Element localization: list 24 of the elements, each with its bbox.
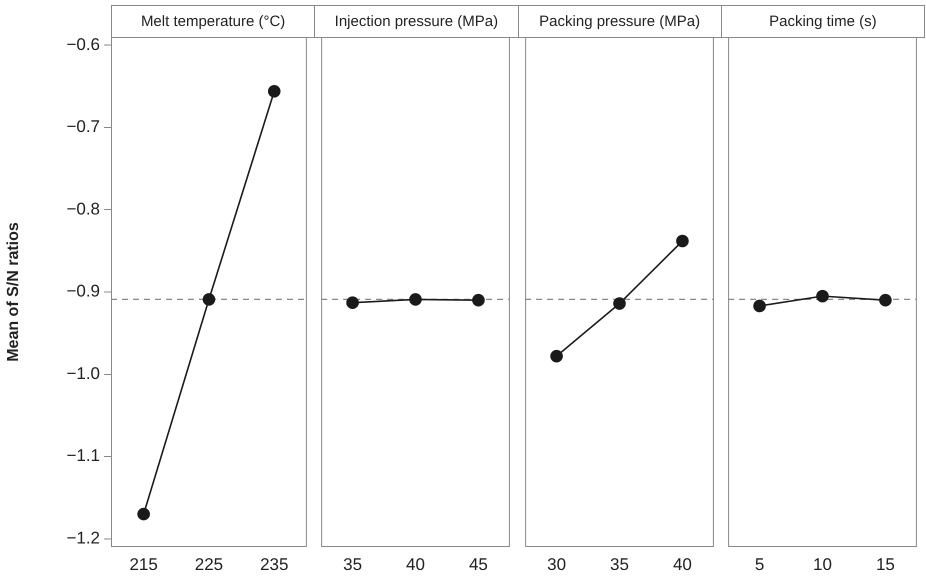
- x-tick-label: 225: [194, 554, 224, 574]
- x-tick-label: 5: [754, 554, 764, 574]
- x-tick-label: 235: [260, 554, 288, 574]
- x-tick-label: 30: [546, 554, 566, 574]
- x-tick-label: 35: [610, 554, 628, 574]
- y-tick-label: −0.8: [66, 199, 100, 218]
- x-tick-label: 10: [812, 554, 832, 574]
- y-tick-label: −0.7: [66, 117, 100, 136]
- x-tick-label: 215: [129, 554, 158, 574]
- x-tick-label: 35: [343, 554, 362, 574]
- x-tick-label: 40: [672, 554, 692, 574]
- y-tick-label: −1.1: [66, 446, 100, 466]
- x-tick-label: 40: [406, 554, 426, 574]
- y-tick-label: −1.2: [66, 528, 100, 548]
- chart-title: Injection pressure (MPa): [314, 5, 518, 38]
- chart-title: Melt temperature (°C): [111, 5, 316, 38]
- x-tick-label: 45: [469, 554, 488, 574]
- x-tick-label: 15: [876, 554, 895, 574]
- y-tick-label: −0.6: [66, 34, 100, 54]
- chart-title: Packing pressure (MPa): [518, 5, 722, 38]
- y-tick-label: −0.9: [66, 282, 100, 301]
- chart-title: Packing time (s): [720, 5, 925, 38]
- y-tick-label: −1.0: [66, 364, 100, 383]
- y-axis-title: Mean of S/N ratios: [5, 222, 22, 362]
